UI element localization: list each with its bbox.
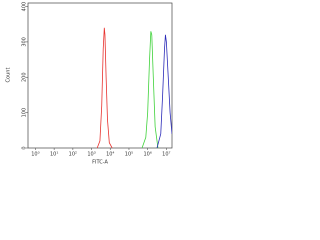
x-tick-label: 10³ xyxy=(87,152,95,158)
x-tick-label: 10⁵ xyxy=(125,152,133,158)
curves xyxy=(96,27,172,148)
chart: FITC-A Count 0 100 200 300 400 10⁰ 10¹ 10² 10³ 10… xyxy=(6,2,173,166)
x-tick-label: 10⁷ xyxy=(162,152,170,158)
x-axis-label: FITC-A xyxy=(92,160,108,166)
y-tick-label: 300 xyxy=(22,37,28,47)
y-tick-label: 100 xyxy=(22,108,28,118)
histogram-curve xyxy=(141,31,159,148)
y-tick-label: 200 xyxy=(22,72,28,82)
histogram-curve xyxy=(156,34,172,148)
x-tick-label: 10⁴ xyxy=(106,152,114,158)
histogram-curve xyxy=(96,27,113,148)
y-tick-label: 0 xyxy=(22,146,28,149)
x-tick-label: 10² xyxy=(69,152,77,158)
x-tick-label: 10⁶ xyxy=(143,152,151,158)
y-tick-label: 400 xyxy=(22,2,28,12)
y-axis-label: Count xyxy=(6,68,12,83)
x-tick-label: 10¹ xyxy=(50,152,58,158)
x-tick-label: 10⁰ xyxy=(31,152,39,158)
plot-frame xyxy=(27,2,173,149)
